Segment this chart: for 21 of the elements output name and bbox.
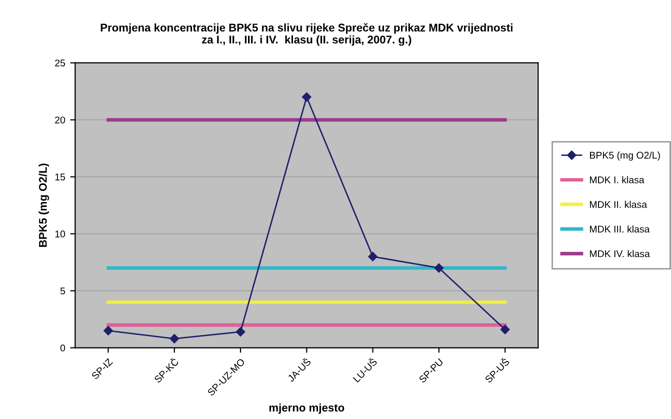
- y-tick-label: 25: [55, 60, 66, 66]
- point: [368, 252, 378, 262]
- legend-label: MDK I. klasa: [590, 176, 644, 184]
- y-tick-label: 20: [55, 116, 66, 124]
- legend-label: BPK5 (mg O2/L): [590, 152, 660, 161]
- y-tick-label: 10: [55, 230, 66, 238]
- point: [104, 326, 113, 336]
- y-tick-label: 0: [60, 344, 66, 352]
- y-axis-title: BPK5 (mg O2/L): [38, 164, 50, 247]
- legend-label: MDK IV. klasa: [590, 250, 650, 258]
- point: [302, 92, 312, 102]
- legend-label: MDK II. klasa: [590, 200, 648, 208]
- legend-label: MDK III. klasa: [590, 225, 650, 233]
- point: [434, 263, 444, 273]
- x-axis-title: mjerno mjesto: [269, 403, 344, 414]
- y-tick-label: 5: [60, 288, 66, 294]
- chart-title: Promjena koncentracije BPK5 na slivu rijeke Spreče uz prikaz MDK vrijednosti za I., II., III. i IV. klasu (II. serija, 2007. g.): [100, 23, 512, 46]
- point: [236, 327, 246, 336]
- point: [170, 334, 179, 344]
- y-tick-label: 15: [55, 174, 66, 180]
- point: [500, 324, 510, 334]
